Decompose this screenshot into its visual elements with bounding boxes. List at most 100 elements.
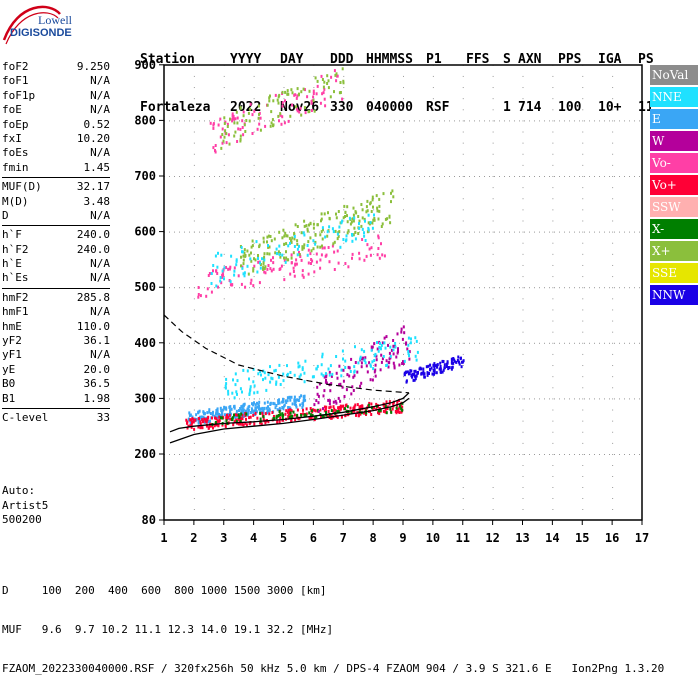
echo-point: [248, 377, 250, 381]
grid-dot: [494, 454, 495, 455]
echo-point: [206, 411, 209, 415]
echo-point: [274, 93, 277, 97]
grid-dot: [522, 298, 524, 300]
echo-point: [253, 422, 256, 426]
echo-point: [197, 420, 200, 424]
echo-point: [258, 406, 261, 410]
echo-point: [327, 86, 330, 90]
echo-point: [214, 149, 216, 152]
grid-dot: [403, 287, 404, 289]
echo-point: [214, 254, 217, 258]
echo-point: [317, 394, 320, 398]
grid-dot: [344, 342, 345, 344]
echo-point: [340, 374, 343, 378]
echo-point: [227, 133, 230, 137]
param-row: hmF1 N/A: [2, 305, 110, 319]
grid-dot: [509, 454, 510, 455]
echo-point: [262, 378, 264, 382]
echo-point: [290, 238, 293, 242]
echo-point: [456, 358, 459, 362]
grid-dot: [403, 365, 404, 367]
echo-point: [249, 385, 252, 389]
grid-dot: [612, 164, 614, 166]
echo-point: [322, 415, 325, 419]
grid-dot: [343, 431, 345, 433]
echo-point: [302, 87, 305, 91]
grid-dot: [492, 264, 494, 266]
grid-dot: [359, 398, 360, 400]
echo-point: [277, 401, 280, 405]
echo-point: [394, 345, 397, 349]
echo-point: [246, 249, 249, 253]
echo-point: [199, 294, 202, 298]
echo-point: [322, 91, 325, 95]
echo-point: [226, 417, 229, 421]
grid-dot: [462, 220, 464, 222]
echo-point: [310, 249, 313, 253]
grid-dot: [404, 342, 405, 344]
echo-point: [378, 197, 381, 201]
grid-dot: [269, 454, 270, 455]
echo-point: [293, 373, 296, 377]
grid-dot: [343, 342, 345, 344]
grid-dot: [474, 120, 475, 122]
grid-dot: [582, 98, 584, 100]
echo-point: [223, 413, 226, 417]
echo-point: [290, 409, 293, 413]
grid-dot: [432, 198, 434, 200]
grid-dot: [219, 176, 220, 177]
grid-dot: [343, 331, 345, 333]
echo-point: [259, 266, 262, 270]
echo-point: [306, 95, 309, 99]
echo-point: [257, 254, 259, 257]
grid-dot: [544, 120, 545, 122]
echo-point: [221, 408, 224, 412]
grid-dot: [403, 120, 404, 122]
grid-dot: [224, 342, 225, 344]
grid-dot: [343, 231, 345, 233]
echo-point: [248, 416, 251, 420]
echo-point: [274, 251, 277, 255]
grid-dot: [224, 398, 225, 400]
echo-point: [270, 376, 273, 380]
echo-point: [254, 258, 257, 262]
grid-dot: [432, 164, 434, 166]
echo-point: [228, 267, 231, 271]
grid-dot: [462, 465, 464, 466]
grid-dot: [314, 342, 315, 344]
echo-point: [261, 257, 263, 261]
param-row: foF1 N/A: [2, 74, 110, 88]
grid-dot: [612, 298, 614, 300]
echo-point: [269, 94, 271, 98]
echo-point: [396, 332, 399, 336]
echo-point: [270, 258, 272, 262]
grid-dot: [343, 264, 345, 266]
grid-dot: [522, 209, 524, 211]
grid-dot: [582, 420, 584, 422]
echo-point: [360, 361, 363, 365]
grid-dot: [634, 454, 635, 455]
grid-dot: [184, 287, 185, 289]
echo-point: [382, 409, 385, 413]
echo-point: [296, 109, 299, 113]
param-value: 3.48: [83, 194, 111, 208]
echo-point: [384, 410, 387, 414]
grid-dot: [283, 331, 285, 333]
grid-dot: [539, 231, 540, 233]
grid-dot: [373, 98, 375, 100]
grid-dot: [193, 387, 195, 389]
grid-dot: [462, 376, 464, 378]
echo-point: [356, 403, 359, 407]
grid-dot: [462, 509, 464, 510]
grid-dot: [614, 287, 615, 289]
echo-point: [236, 413, 239, 417]
echo-point: [223, 405, 226, 409]
echo-point: [318, 382, 321, 386]
grid-dot: [224, 231, 225, 233]
echo-point: [382, 355, 385, 358]
grid-dot: [253, 476, 255, 477]
grid-dot: [343, 98, 345, 100]
grid-dot: [249, 454, 250, 455]
grid-dot: [264, 231, 265, 233]
echo-point: [192, 420, 195, 424]
